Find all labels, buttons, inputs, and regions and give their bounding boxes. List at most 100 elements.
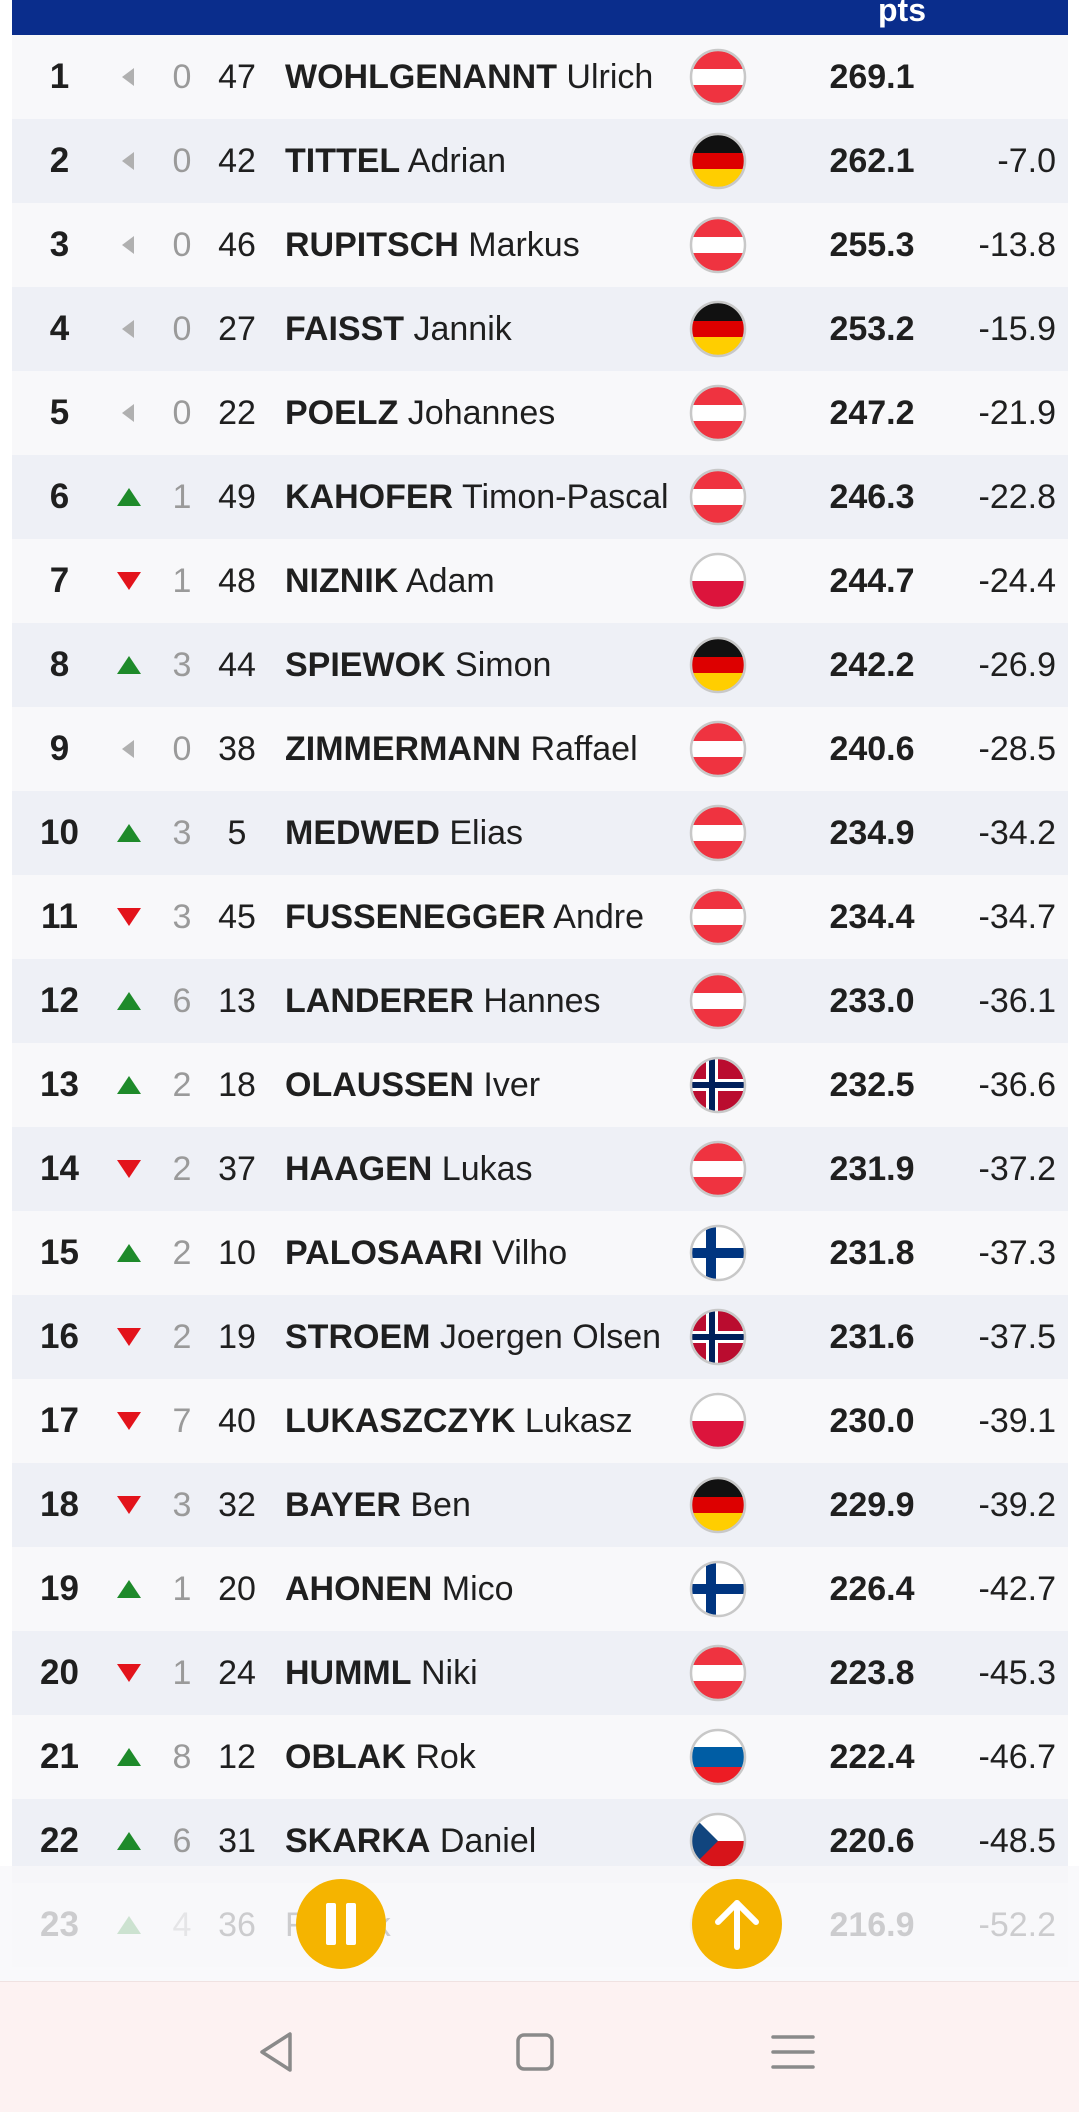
rank-down-icon — [117, 1160, 141, 1178]
table-row[interactable]: 4 0 27 FAISST Jannik 253.2 -15.9 — [12, 287, 1068, 371]
table-row[interactable]: 5 0 22 POELZ Johannes 247.2 -21.9 — [12, 371, 1068, 455]
aut-flag-icon — [689, 720, 747, 778]
table-row[interactable]: 12 6 13 LANDERER Hannes 233.0 -36.1 — [12, 959, 1068, 1043]
table-row[interactable]: 6 1 49 KAHOFER Timon-Pascal 246.3 -22.8 — [12, 455, 1068, 539]
bib-cell: 27 — [218, 310, 256, 348]
rank-change-indicator — [112, 959, 148, 1043]
table-row[interactable]: 20 1 24 HUMML Niki 223.8 -45.3 — [12, 1631, 1068, 1715]
points-difference-cell: -34.2 — [978, 814, 1057, 852]
rank-change-cell: 8 — [172, 1738, 192, 1776]
rank-cell: 14 — [40, 1149, 79, 1188]
athlete-first-name: Vilho — [492, 1234, 568, 1272]
table-row[interactable]: 7 1 48 NIZNIK Adam 244.7 -24.4 — [12, 539, 1068, 623]
pause-button[interactable] — [296, 1879, 386, 1969]
points-difference-cell: -46.7 — [978, 1738, 1057, 1776]
points-difference-cell: -34.7 — [978, 898, 1057, 936]
rank-change-cell: 1 — [172, 478, 192, 516]
athlete-first-name: Lukasz — [524, 1402, 633, 1440]
rank-down-icon — [117, 1496, 141, 1514]
rank-cell: 10 — [40, 813, 79, 852]
table-row[interactable]: 1 0 47 WOHLGENANNT Ulrich 269.1 — [12, 35, 1068, 119]
athlete-first-name: Jannik — [413, 310, 512, 348]
rank-cell: 21 — [40, 1737, 79, 1776]
bib-cell: 44 — [218, 646, 256, 684]
country-flag — [688, 1559, 748, 1619]
points-cell: 240.6 — [829, 730, 915, 768]
athlete-first-name: Hannes — [483, 982, 601, 1020]
rank-change-cell: 1 — [172, 562, 192, 600]
rank-cell: 11 — [41, 897, 78, 936]
rank-change-indicator — [112, 1715, 148, 1799]
rank-down-icon — [117, 1412, 141, 1430]
rank-change-cell: 1 — [172, 1570, 192, 1608]
country-flag — [688, 215, 748, 275]
points-cell: 232.5 — [829, 1066, 915, 1104]
rank-down-icon — [117, 1664, 141, 1682]
table-row[interactable]: 3 0 46 RUPITSCH Markus 255.3 -13.8 — [12, 203, 1068, 287]
rank-change-cell: 0 — [172, 226, 192, 264]
rank-change-cell: 7 — [172, 1402, 192, 1440]
rank-unchanged-icon — [122, 404, 134, 422]
points-cell: 269.1 — [829, 58, 915, 96]
rank-cell: 17 — [40, 1401, 79, 1440]
ger-flag-icon — [689, 132, 747, 190]
scroll-to-top-button[interactable] — [692, 1879, 782, 1969]
rank-down-icon — [117, 1328, 141, 1346]
rank-change-cell: 2 — [172, 1234, 192, 1272]
athlete-first-name: Johannes — [407, 394, 556, 432]
country-flag — [688, 1391, 748, 1451]
table-row[interactable]: 2 0 42 TITTEL Adrian 262.1 -7.0 — [12, 119, 1068, 203]
aut-flag-icon — [689, 1644, 747, 1702]
table-row[interactable]: 18 3 32 BAYER Ben 229.9 -39.2 — [12, 1463, 1068, 1547]
athlete-first-name: Mico — [441, 1570, 514, 1608]
athlete-name: AHONEN Mico — [285, 1547, 685, 1631]
bib-cell: 20 — [218, 1570, 256, 1608]
bib-cell: 31 — [218, 1822, 256, 1860]
athlete-first-name: Rok — [415, 1738, 476, 1776]
rank-change-cell: 0 — [172, 142, 192, 180]
country-flag — [688, 1811, 748, 1871]
bottom-fade-overlay — [0, 1866, 1079, 1981]
table-row[interactable]: 10 3 5 MEDWED Elias 234.9 -34.2 — [12, 791, 1068, 875]
rank-change-indicator — [112, 1463, 148, 1547]
table-row[interactable]: 13 2 18 OLAUSSEN Iver 232.5 -36.6 — [12, 1043, 1068, 1127]
bib-cell: 10 — [218, 1234, 256, 1272]
bib-cell: 32 — [218, 1486, 256, 1524]
table-row[interactable]: 14 2 37 HAAGEN Lukas 231.9 -37.2 — [12, 1127, 1068, 1211]
rank-up-icon — [117, 824, 141, 842]
rank-cell: 1 — [49, 57, 70, 96]
table-row[interactable]: 9 0 38 ZIMMERMANN Raffael 240.6 -28.5 — [12, 707, 1068, 791]
athlete-last-name: AHONEN — [285, 1570, 433, 1608]
rank-change-cell: 3 — [172, 646, 192, 684]
points-difference-cell: -22.8 — [978, 478, 1057, 516]
table-row[interactable]: 11 3 45 FUSSENEGGER Andre 234.4 -34.7 — [12, 875, 1068, 959]
nav-back-button[interactable] — [248, 2022, 308, 2082]
rank-cell: 20 — [40, 1653, 79, 1692]
table-row[interactable]: 17 7 40 LUKASZCZYK Lukasz 230.0 -39.1 — [12, 1379, 1068, 1463]
nav-home-button[interactable] — [505, 2022, 565, 2082]
athlete-last-name: MEDWED — [285, 814, 440, 852]
athlete-name: BAYER Ben — [285, 1463, 685, 1547]
slo-flag-icon — [689, 1728, 747, 1786]
rank-change-indicator — [112, 455, 148, 539]
aut-flag-icon — [689, 468, 747, 526]
table-row[interactable]: 16 2 19 STROEM Joergen Olsen 231.6 -37.5 — [12, 1295, 1068, 1379]
rank-up-icon — [117, 1832, 141, 1850]
rank-change-cell: 0 — [172, 730, 192, 768]
athlete-last-name: LUKASZCZYK — [285, 1402, 516, 1440]
table-row[interactable]: 19 1 20 AHONEN Mico 226.4 -42.7 — [12, 1547, 1068, 1631]
rank-unchanged-icon — [122, 236, 134, 254]
rank-down-icon — [117, 908, 141, 926]
table-row[interactable]: 21 8 12 OBLAK Rok 222.4 -46.7 — [12, 1715, 1068, 1799]
rank-change-cell: 2 — [172, 1318, 192, 1356]
table-row[interactable]: 15 2 10 PALOSAARI Vilho 231.8 -37.3 — [12, 1211, 1068, 1295]
aut-flag-icon — [689, 48, 747, 106]
athlete-name: POELZ Johannes — [285, 371, 685, 455]
points-difference-cell: -7.0 — [997, 142, 1056, 180]
athlete-last-name: SKARKA — [285, 1822, 431, 1860]
rank-change-cell: 3 — [172, 814, 192, 852]
nav-menu-button[interactable] — [763, 2022, 823, 2082]
nor-flag-icon — [689, 1308, 747, 1366]
rank-change-indicator — [112, 1211, 148, 1295]
table-row[interactable]: 8 3 44 SPIEWOK Simon 242.2 -26.9 — [12, 623, 1068, 707]
